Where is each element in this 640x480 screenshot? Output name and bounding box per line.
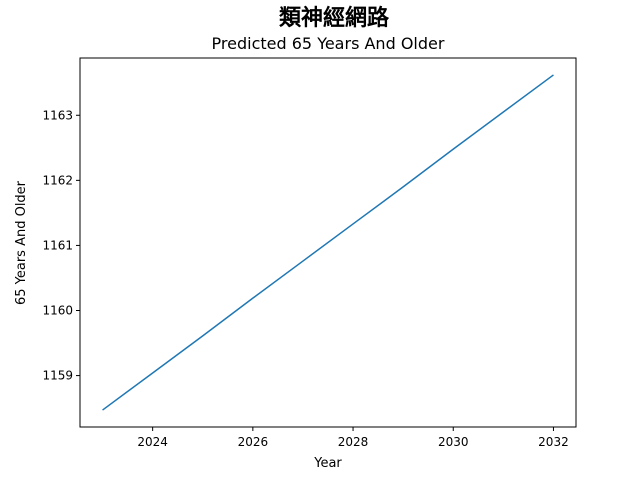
x-tick-label: 2026 bbox=[238, 435, 269, 449]
y-tick-label: 1161 bbox=[42, 238, 73, 252]
x-axis-ticks: 2024 2026 2028 2030 2032 bbox=[137, 427, 569, 449]
chart-suptitle: 類神經網路 bbox=[279, 5, 390, 31]
plot-area bbox=[79, 57, 577, 428]
y-axis-ticks: 1159 1160 1161 1162 1163 bbox=[42, 108, 80, 383]
series-layer bbox=[102, 74, 554, 411]
y-axis-label: 65 Years And Older bbox=[14, 180, 29, 305]
x-tick-label: 2030 bbox=[438, 435, 469, 449]
y-tick-label: 1163 bbox=[42, 108, 73, 122]
x-tick-label: 2024 bbox=[137, 435, 168, 449]
chart-title: Predicted 65 Years And Older bbox=[212, 34, 445, 53]
y-tick-label: 1159 bbox=[42, 369, 73, 383]
x-axis-label: Year bbox=[313, 456, 342, 471]
series-line bbox=[102, 74, 554, 411]
y-tick-label: 1162 bbox=[42, 173, 73, 187]
x-tick-label: 2032 bbox=[538, 435, 569, 449]
x-tick-label: 2028 bbox=[338, 435, 369, 449]
y-tick-label: 1160 bbox=[42, 304, 73, 318]
